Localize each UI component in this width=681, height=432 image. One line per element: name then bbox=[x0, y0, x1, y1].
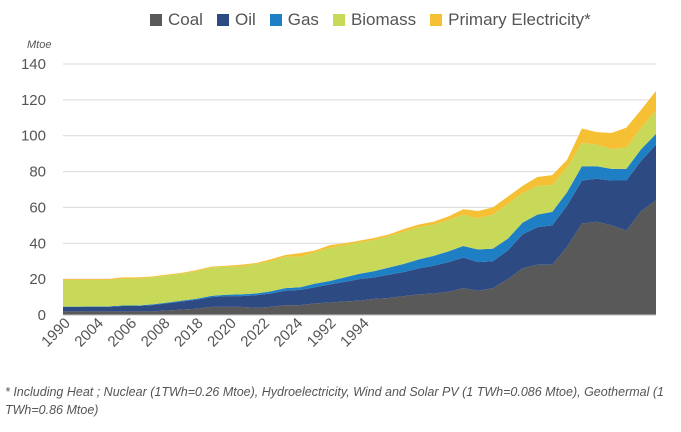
legend-swatch bbox=[332, 14, 345, 26]
y-axis-unit-label: Mtoe bbox=[27, 39, 52, 51]
legend-item: Biomass bbox=[332, 10, 417, 30]
stacked-area-chart: 0204060801001201401990200420062008201820… bbox=[21, 56, 656, 351]
x-tick-label: 1994 bbox=[337, 315, 373, 351]
area-coal bbox=[63, 200, 656, 315]
area-biomass bbox=[63, 110, 656, 307]
area-gas bbox=[63, 133, 656, 307]
y-tick-label: 100 bbox=[21, 128, 46, 145]
x-tick-label: 2024 bbox=[271, 315, 307, 351]
x-tick-label: 2018 bbox=[171, 315, 207, 351]
y-tick-label: 140 bbox=[21, 56, 46, 73]
legend-label: Primary Electricity* bbox=[448, 10, 591, 29]
x-tick-label: 2022 bbox=[237, 315, 273, 351]
legend-swatch bbox=[430, 14, 443, 26]
y-tick-label: 120 bbox=[21, 92, 46, 109]
y-tick-label: 20 bbox=[29, 271, 46, 288]
legend-label: Biomass bbox=[350, 10, 417, 29]
area-series bbox=[63, 90, 656, 315]
x-tick-label: 1992 bbox=[304, 315, 340, 351]
y-tick-label: 0 bbox=[38, 307, 46, 324]
x-tick-label: 2006 bbox=[105, 315, 141, 351]
legend-item: Gas bbox=[269, 10, 319, 30]
chart-footnote: * Including Heat ; Nuclear (1TWh=0.26 Mt… bbox=[5, 385, 664, 417]
y-tick-label: 60 bbox=[29, 199, 46, 216]
y-tick-label: 40 bbox=[29, 235, 46, 252]
y-tick-label: 80 bbox=[29, 164, 46, 181]
legend-label: Oil bbox=[234, 10, 256, 29]
x-tick-label: 2004 bbox=[71, 315, 107, 351]
area-oil bbox=[63, 144, 656, 312]
legend-item: Coal bbox=[150, 10, 203, 30]
legend-swatch bbox=[216, 14, 229, 26]
legend-item: Primary Electricity* bbox=[430, 10, 591, 30]
legend-swatch bbox=[150, 14, 162, 26]
legend-label: Coal bbox=[168, 10, 203, 29]
legend-label: Gas bbox=[287, 10, 319, 29]
legend-swatch bbox=[269, 14, 282, 26]
x-tick-label: 2020 bbox=[204, 315, 240, 351]
x-tick-label: 2008 bbox=[138, 315, 174, 351]
area-primary-electricity bbox=[63, 90, 656, 281]
legend-item: Oil bbox=[216, 10, 256, 30]
chart-legend: Coal Oil Gas Biomass Primary Electricity* bbox=[150, 10, 591, 30]
